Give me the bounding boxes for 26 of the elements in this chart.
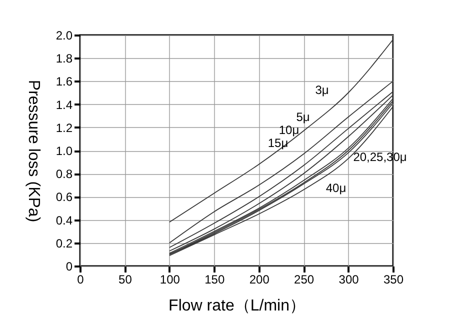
x-tick-label: 100 bbox=[160, 272, 180, 286]
x-tick-label: 350 bbox=[383, 272, 404, 286]
x-tick-label: 50 bbox=[118, 272, 132, 286]
y-tick-label: 1.0 bbox=[56, 144, 73, 158]
y-axis-title: Pressure loss (KPa) bbox=[24, 80, 42, 222]
y-tick-label: 0.2 bbox=[56, 236, 73, 250]
annotation: 10μ bbox=[278, 123, 300, 137]
x-tick-label: 150 bbox=[204, 272, 225, 286]
x-tick-label: 250 bbox=[294, 272, 314, 286]
y-tick-label: 1.4 bbox=[56, 98, 73, 112]
y-tick-label: 1.6 bbox=[56, 74, 73, 89]
y-tick-label: 2.0 bbox=[56, 28, 73, 42]
annotation: 5μ bbox=[296, 110, 310, 124]
annotation: 3μ bbox=[315, 83, 329, 97]
annotation: 40μ bbox=[326, 181, 346, 195]
y-tick-label: 0.6 bbox=[56, 190, 73, 204]
x-tick-label: 300 bbox=[338, 272, 360, 286]
x-tick-label: 0 bbox=[77, 272, 84, 286]
x-tick-label: 200 bbox=[249, 272, 270, 286]
y-tick-label: 1.2 bbox=[56, 120, 73, 135]
y-tick-label: 0 bbox=[66, 260, 73, 274]
y-tick-label: 0.4 bbox=[56, 213, 73, 228]
x-axis-title: Flow rate（L/min） bbox=[168, 298, 306, 314]
y-tick-label: 1.8 bbox=[56, 52, 73, 66]
y-tick-label: 0.8 bbox=[56, 167, 73, 182]
annotation: 15μ bbox=[268, 136, 288, 150]
